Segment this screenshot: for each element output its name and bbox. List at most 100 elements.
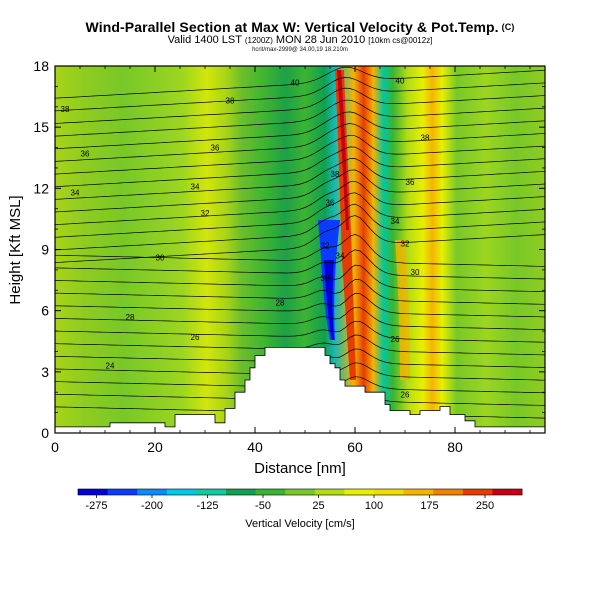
contour-label: 30 (411, 268, 420, 277)
colorbar-tick-label: 175 (420, 500, 438, 512)
y-tick-label: 9 (41, 242, 49, 258)
colorbar-swatch (226, 489, 256, 495)
colorbar-swatch (196, 489, 227, 495)
subtitle-date: MON 28 Jun 2010 (275, 34, 366, 46)
contour-label: 40 (291, 78, 300, 87)
contour-label: 26 (401, 390, 410, 399)
colorbar-swatch (107, 489, 138, 495)
contour-label: 38 (226, 97, 235, 106)
isentrope-line (55, 146, 545, 188)
terrain (54, 347, 546, 434)
isentrope-line (55, 306, 545, 330)
colorbar-swatch (462, 489, 493, 495)
colorbar-swatch (285, 489, 316, 495)
contour-label: 36 (211, 144, 220, 153)
colorbar-swatch (374, 489, 404, 495)
updraft-core-max (337, 70, 349, 230)
colorbar-tick-label: -200 (141, 500, 163, 512)
isentrope-line (55, 293, 545, 318)
contour-label: 36 (81, 150, 90, 159)
contour-label: 32 (401, 239, 410, 248)
contour-label: 34 (391, 217, 400, 226)
chart-title-units: (C) (501, 22, 515, 32)
isentrope-line (55, 111, 545, 150)
y-tick-label: 18 (33, 58, 49, 74)
colorbar-swatch (255, 489, 286, 495)
contour-label: 34 (71, 188, 80, 197)
y-tick-label: 15 (33, 119, 49, 135)
colorbar-tick-label: 25 (312, 500, 324, 512)
chart-meta: hcrit/max-2999@ 34.00,19 18.210m (252, 47, 348, 53)
contour-labels: 38 36 34 30 28 24 38 36 34 32 26 28 40 38 36 32 34 30 40 38… (61, 76, 430, 399)
isentrope-line (55, 234, 545, 267)
colorbar-swatch (78, 489, 108, 495)
chart-title-text: Wind-Parallel Section at Max W: Vertical… (85, 19, 499, 35)
subtitle-resolution: [10km cs@0012z] (368, 36, 433, 45)
isentrope-line (55, 279, 545, 305)
contour-label: 40 (396, 76, 405, 85)
isentrope-line (55, 215, 545, 263)
contour-label: 28 (276, 299, 285, 308)
contour-label: 26 (191, 333, 200, 342)
colorbar-swatch (403, 489, 434, 495)
contour-label: 26 (391, 335, 400, 344)
colorbar-tick-label: -125 (196, 500, 218, 512)
x-axis-title: Distance [nm] (254, 460, 346, 477)
downdraft-core-max (324, 260, 334, 340)
contour-label: 38 (331, 170, 340, 179)
isentrope-line (55, 180, 545, 225)
x-tick-label: 60 (347, 439, 363, 455)
x-axis: 0 20 40 60 80 (51, 66, 531, 455)
isentrope-line (55, 77, 545, 112)
colorbar-swatch (166, 489, 197, 495)
colorbar: -275 -200 -125 -50 25 100 175 250 (77, 488, 523, 512)
contour-label: 30 (156, 254, 165, 263)
x-tick-label: 40 (247, 439, 263, 455)
colorbar-swatch (344, 489, 375, 495)
isentrope-line (55, 169, 545, 213)
colorbar-tick-label: -275 (85, 500, 107, 512)
colorbar-swatch (492, 489, 523, 495)
contour-label: 38 (421, 133, 430, 142)
y-tick-label: 12 (33, 180, 49, 196)
y-tick-label: 3 (41, 364, 49, 380)
x-tick-label: 20 (147, 439, 163, 455)
contour-label: 34 (336, 252, 345, 261)
isentrope-line (55, 192, 545, 238)
subtitle-valid: Valid 1400 LST (167, 34, 242, 46)
x-tick-label: 0 (51, 439, 59, 455)
colorbar-swatch (433, 489, 464, 495)
y-axis-title: Height [Kft MSL] (7, 195, 24, 304)
colorbar-tick-label: -50 (255, 500, 271, 512)
colorbar-tick-label: 250 (476, 500, 494, 512)
chart-title: Wind-Parallel Section at Max W: Vertical… (0, 20, 600, 35)
isentrope-line (55, 320, 545, 343)
isentrope-line (55, 66, 545, 99)
contour-label: 36 (326, 199, 335, 208)
colorbar-tick-label: 100 (365, 500, 383, 512)
subtitle-zulu: (1200Z) (244, 36, 273, 45)
terrain-profile (54, 347, 546, 434)
isentrope-line (55, 134, 545, 175)
isentrope-line (55, 87, 545, 124)
isentrope-line (55, 123, 545, 162)
contour-label: 28 (126, 313, 135, 322)
contour-label: 30 (321, 274, 330, 283)
isentrope-line (55, 99, 545, 137)
contour-label: 36 (406, 178, 415, 187)
isentrope-line (55, 158, 545, 200)
contour-label: 34 (191, 182, 200, 191)
colorbar-swatch (314, 489, 345, 495)
isentrope-line (55, 203, 545, 251)
colorbar-frame (77, 488, 523, 496)
contour-label: 38 (61, 105, 70, 114)
contour-label: 32 (321, 241, 330, 250)
y-tick-label: 6 (41, 303, 49, 319)
x-tick-label: 80 (447, 439, 463, 455)
y-tick-label: 0 (41, 425, 49, 441)
title-block: Wind-Parallel Section at Max W: Vertical… (0, 20, 600, 54)
contour-label: 32 (201, 209, 210, 218)
colorbar-title: Vertical Velocity [cm/s] (245, 518, 354, 530)
